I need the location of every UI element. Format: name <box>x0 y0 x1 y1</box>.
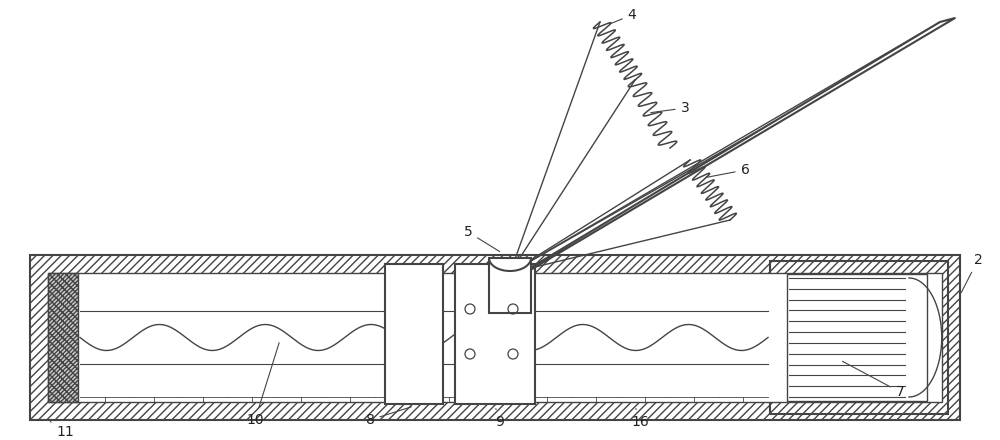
Bar <box>787 274 927 401</box>
Text: 4: 4 <box>610 8 636 24</box>
Bar <box>455 264 535 404</box>
Text: 9: 9 <box>496 409 504 429</box>
Text: 11: 11 <box>50 422 74 439</box>
Polygon shape <box>510 18 955 280</box>
Bar <box>30 255 960 420</box>
Bar <box>48 273 942 402</box>
Bar <box>770 261 948 414</box>
Text: 5: 5 <box>464 225 500 252</box>
Text: 6: 6 <box>706 163 749 177</box>
Bar <box>385 264 443 404</box>
Bar <box>489 258 531 313</box>
Text: 16: 16 <box>631 409 649 429</box>
Text: 3: 3 <box>651 101 689 115</box>
Text: 2: 2 <box>961 253 982 293</box>
Text: 10: 10 <box>246 343 279 427</box>
Bar <box>48 273 78 402</box>
Text: 8: 8 <box>366 407 411 427</box>
Text: 7: 7 <box>842 361 904 399</box>
